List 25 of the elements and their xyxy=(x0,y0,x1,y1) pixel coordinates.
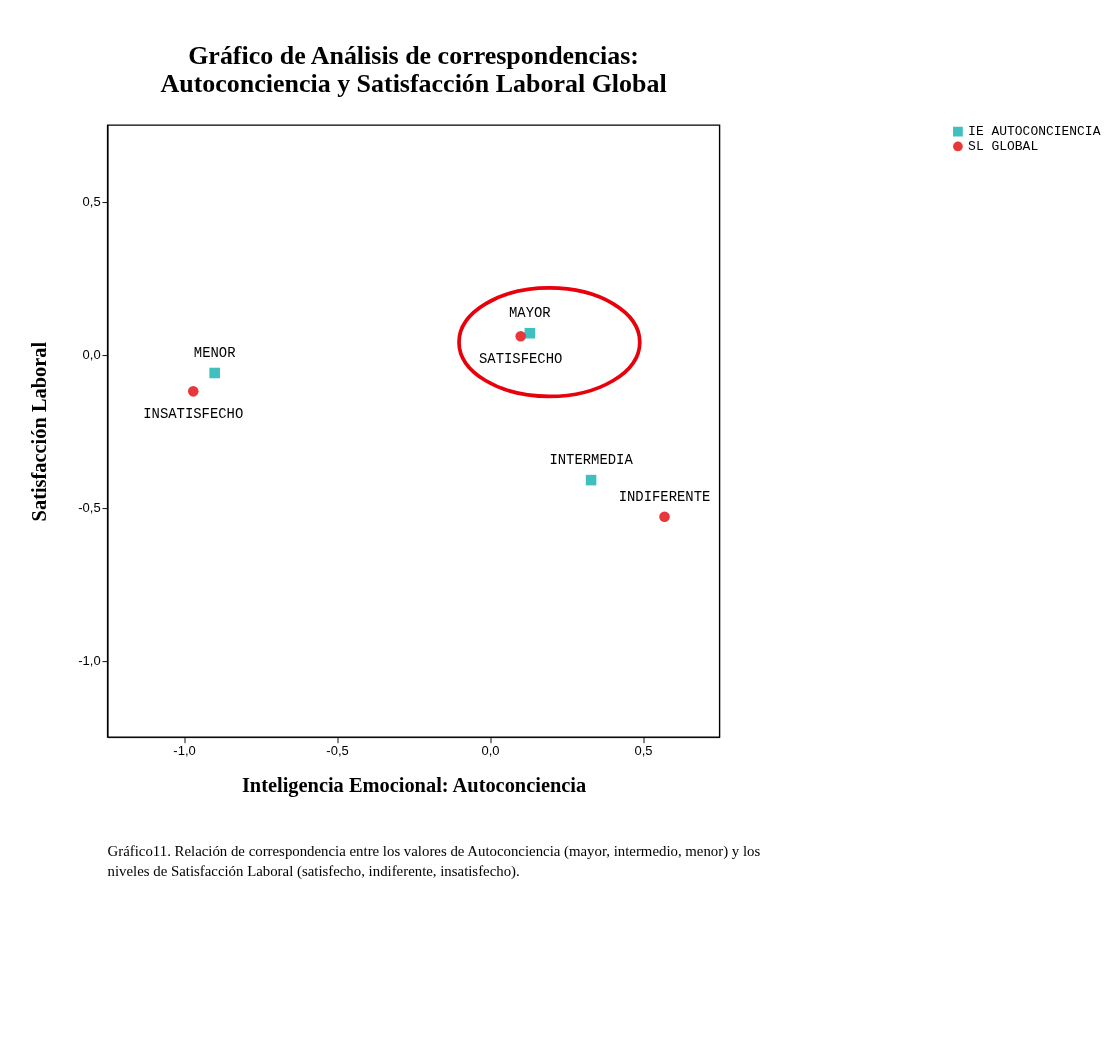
legend-label: SL GLOBAL xyxy=(968,139,1039,155)
point xyxy=(209,367,220,379)
annotation: MAYOR xyxy=(509,305,551,322)
y-axis-title: Satisfacción Laboral xyxy=(27,341,50,522)
point xyxy=(524,327,536,339)
y-tick-label: 0,5 xyxy=(82,193,101,209)
y-tick-label: -1,0 xyxy=(78,652,101,668)
x-axis-title: Inteligencia Emocional: Autoconciencia xyxy=(241,774,587,798)
annotation: MENOR xyxy=(193,345,236,362)
point xyxy=(659,511,670,523)
x-tick-label: 0,0 xyxy=(481,743,500,759)
x-tick-label: -1,0 xyxy=(173,743,196,759)
chart-title: Gráfico de Análisis de correspondencias: Autoconciencia y Satisfacción Laboral Global xyxy=(160,40,667,98)
annotation: SATISFECHO xyxy=(479,351,563,368)
point xyxy=(515,331,526,342)
y-tick-label: -0,5 xyxy=(78,499,101,515)
annotation: INDIFERENTE xyxy=(618,489,711,506)
annotation: INSATISFECHO xyxy=(143,406,244,423)
x-tick-label: 0,5 xyxy=(634,743,653,759)
point xyxy=(187,386,199,397)
x-tick-label: -0,5 xyxy=(326,743,349,759)
text: Gráfico11. Relación de correspondencia entre los valores de Autoconciencia (mayor, intermedio, menor) y los niveles de Satisfacción Laboral (satisfecho, indiferente, insatisfecho). xyxy=(107,842,761,881)
y-tick-label: 0,0 xyxy=(82,346,101,362)
annotation: INTERMEDIA xyxy=(549,452,634,469)
legend-label: IE AUTOCONCIENCIA xyxy=(968,124,1101,140)
